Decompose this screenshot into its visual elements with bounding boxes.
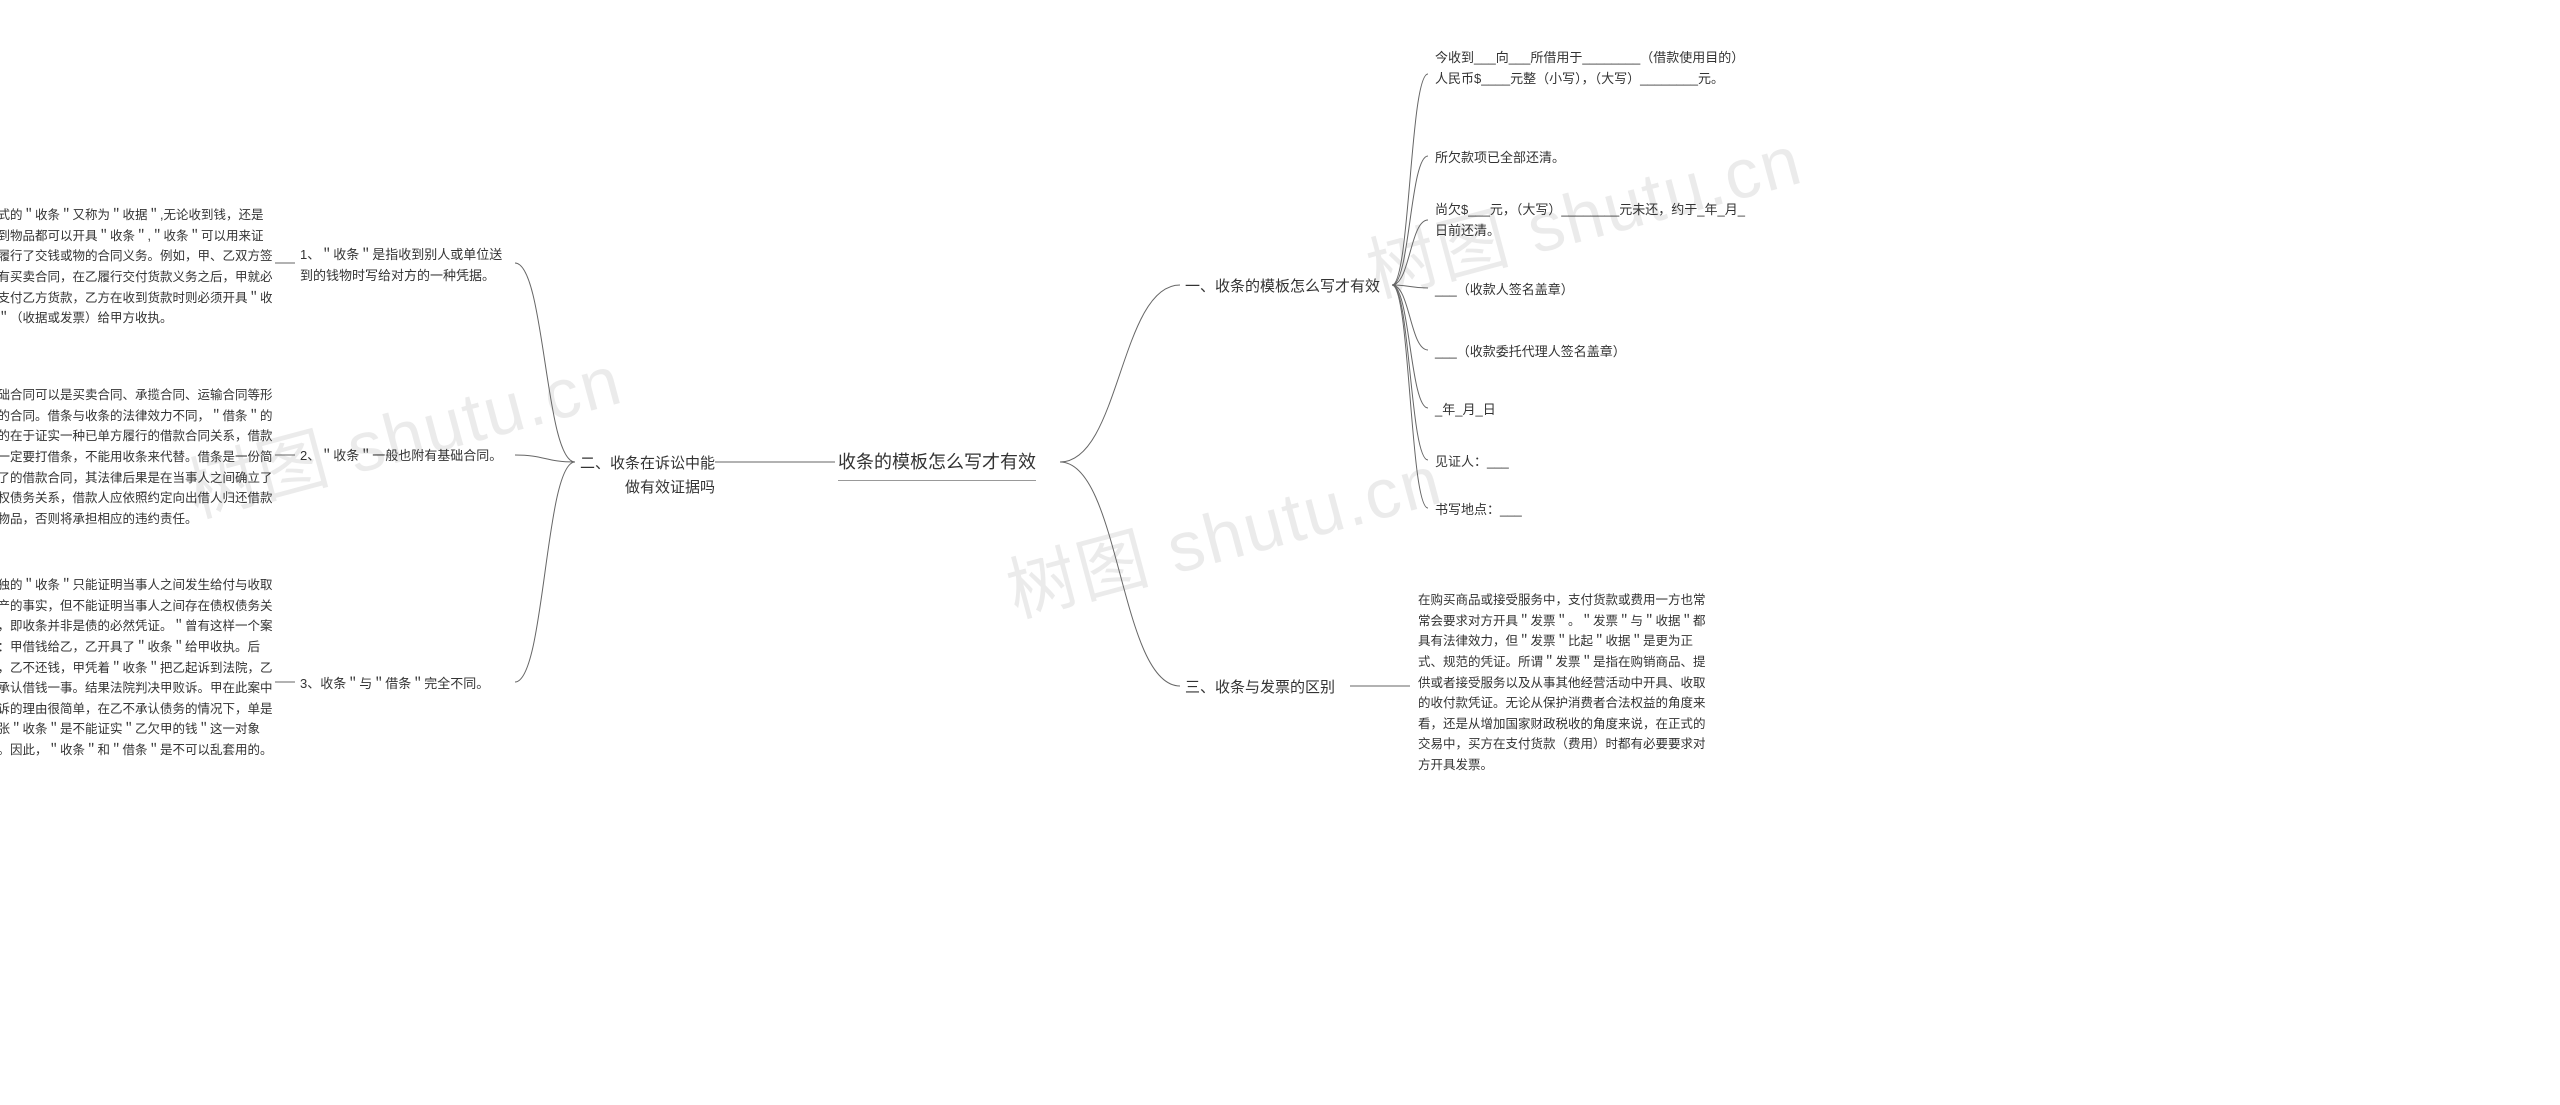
watermark: 树图 shutu.cn bbox=[995, 424, 1452, 637]
leaf-r1-7: 见证人：___ bbox=[1435, 452, 1509, 473]
branch-l2-label: 二、收条在诉讼中能做有效证据吗 bbox=[580, 455, 715, 496]
branch-r3: 三、收条与发票的区别 bbox=[1185, 676, 1335, 700]
detail-l2-3: 单独的＂收条＂只能证明当事人之间发生给付与收取财产的事实，但不能证明当事人之间存… bbox=[0, 575, 275, 761]
leaf-r1-8: 书写地点：___ bbox=[1435, 500, 1522, 521]
leaf-r1-5: ___（收款委托代理人签名盖章） bbox=[1435, 342, 1626, 363]
detail-r3: 在购买商品或接受服务中，支付货款或费用一方也常常会要求对方开具＂发票＂。＂发票＂… bbox=[1418, 590, 1708, 776]
leaf-l2-1: 1、＂收条＂是指收到别人或单位送到的钱物时写给对方的一种凭据。 bbox=[300, 245, 515, 287]
leaf-r1-3: 尚欠$___元，（大写）________元未还，约于_年_月_日前还清。 bbox=[1435, 200, 1745, 242]
branch-r1: 一、收条的模板怎么写才有效 bbox=[1185, 275, 1380, 299]
leaf-l2-3: 3、收条＂与＂借条＂完全不同。 bbox=[300, 674, 515, 695]
leaf-r1-6: _年_月_日 bbox=[1435, 400, 1496, 421]
leaf-l2-2: 2、＂收条＂一般也附有基础合同。 bbox=[300, 446, 515, 467]
root-node: 收条的模板怎么写才有效 bbox=[838, 448, 1036, 481]
detail-l2-2: 基础合同可以是买卖合同、承揽合同、运输合同等形式的合同。借条与收条的法律效力不同… bbox=[0, 385, 275, 529]
leaf-r1-1: 今收到___向___所借用于________（借款使用目的）人民币$____元整… bbox=[1435, 48, 1745, 90]
mindmap-connectors bbox=[0, 0, 2560, 1105]
leaf-r1-2: 所欠款项已全部还清。 bbox=[1435, 148, 1565, 169]
leaf-r1-4: ___（收款人签名盖章） bbox=[1435, 280, 1574, 301]
branch-l2: 二、收条在诉讼中能做有效证据吗 bbox=[580, 452, 715, 500]
detail-l2-1: 正式的＂收条＂又称为＂收据＂,无论收到钱，还是收到物品都可以开具＂收条＂,＂收条… bbox=[0, 205, 275, 329]
